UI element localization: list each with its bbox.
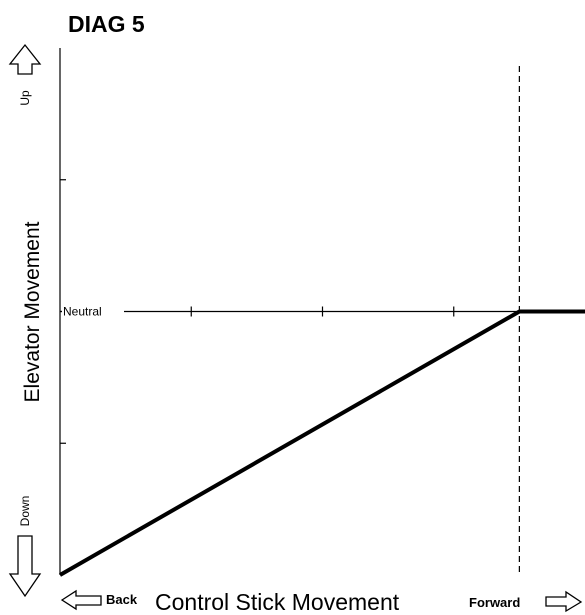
up-arrow-icon (8, 43, 42, 75)
y-down-indicator: Down (8, 496, 42, 598)
x-axis-title: Control Stick Movement (155, 589, 400, 615)
neutral-label: Neutral (63, 305, 102, 319)
x-back-label: Back (106, 592, 138, 607)
y-axis-title: Elevator Movement (21, 221, 44, 402)
y-up-label: Up (18, 90, 32, 106)
x-ticks (190, 306, 455, 317)
down-arrow-icon (8, 535, 42, 598)
y-up-indicator: Up (8, 43, 42, 106)
x-forward-label: Forward (469, 595, 520, 610)
series (59, 309, 585, 577)
chart-title: DIAG 5 (68, 11, 145, 37)
y-down-label: Down (18, 496, 32, 527)
right-arrow-icon (545, 590, 583, 613)
neutral-label-bg (62, 303, 124, 320)
series-line (59, 309, 585, 577)
x-forward-indicator: Forward (469, 590, 583, 613)
left-arrow-icon (60, 589, 102, 611)
x-back-indicator: Back (60, 589, 138, 611)
